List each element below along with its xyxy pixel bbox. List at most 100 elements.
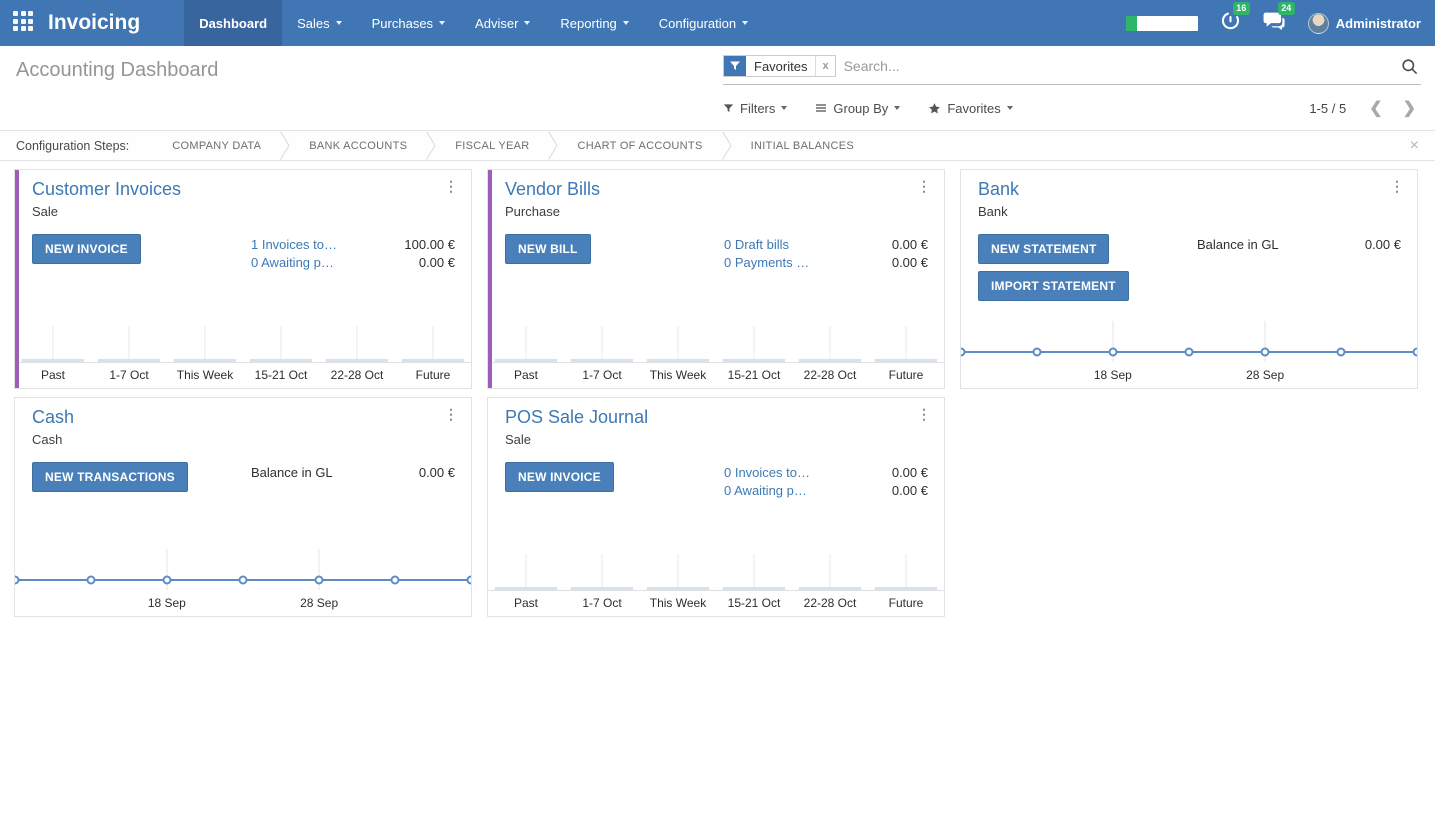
card-customer-invoices: ⋮ Customer Invoices Sale NEW INVOICE 1 I… (14, 169, 472, 389)
step-fiscal-year[interactable]: FISCAL YEAR (455, 139, 530, 152)
axis-label: 28 Sep (1246, 368, 1285, 382)
avatar[interactable] (1307, 12, 1329, 34)
card-title[interactable]: Bank (978, 179, 1020, 199)
caret-down-icon (742, 21, 749, 25)
group-by-button[interactable]: Group By (815, 101, 901, 116)
card-subtitle: Sale (505, 432, 532, 447)
axis-label: 22-28 Oct (803, 368, 857, 382)
x-axis-labels: Past 1-7 Oct This Week 15-21 Oct 22-28 Oct Fu… (488, 366, 944, 388)
main-menu: Dashboard Sales Purchases Adviser Report… (184, 0, 763, 46)
import-statement-button[interactable]: IMPORT STATEMENT (978, 271, 1129, 301)
activity-badge: 16 (1232, 2, 1250, 15)
axis-label: Future (888, 368, 924, 382)
card-subtitle: Purchase (505, 204, 560, 219)
amount: 0.00 € (418, 255, 455, 270)
axis-label: Future (888, 596, 924, 610)
menu-item-dashboard[interactable]: Dashboard (184, 0, 283, 46)
menu-item-adviser[interactable]: Adviser (460, 0, 545, 46)
kebab-menu-icon[interactable]: ⋮ (917, 178, 931, 194)
awaiting-payments-link[interactable]: 0 Awaiting p… (724, 483, 807, 498)
favorites-button[interactable]: Favorites (928, 101, 1013, 116)
caret-down-icon (622, 21, 629, 25)
axis-label: This Week (649, 596, 707, 610)
step-separator (280, 131, 290, 160)
card-title[interactable]: POS Sale Journal (505, 407, 649, 427)
amount: 0.00 € (891, 483, 928, 498)
funnel-icon (723, 103, 734, 112)
invoices-to-validate-link[interactable]: 1 Invoices to… (251, 237, 337, 252)
card-pos-sale-journal: ⋮ POS Sale Journal Sale NEW INVOICE 0 In… (487, 397, 945, 617)
filters-button[interactable]: Filters (723, 101, 788, 116)
step-company-data[interactable]: COMPANY DATA (172, 139, 262, 152)
kebab-menu-icon[interactable]: ⋮ (444, 178, 458, 194)
new-invoice-button[interactable]: NEW INVOICE (32, 234, 141, 264)
card-subtitle: Bank (978, 204, 1008, 219)
awaiting-payments-link[interactable]: 0 Awaiting p… (251, 255, 334, 270)
card-cash: ⋮ Cash Cash NEW TRANSACTIONS Balance in … (14, 397, 472, 617)
card-title[interactable]: Vendor Bills (505, 179, 601, 199)
bar-chart-plot (488, 326, 944, 363)
new-transactions-button[interactable]: NEW TRANSACTIONS (32, 462, 188, 492)
kebab-menu-icon[interactable]: ⋮ (917, 406, 931, 422)
step-separator (721, 131, 732, 160)
step-initial-balances[interactable]: INITIAL BALANCES (750, 139, 855, 152)
search-input[interactable] (835, 58, 1398, 74)
menu-item-purchases[interactable]: Purchases (357, 0, 460, 46)
x-axis-labels: Past 1-7 Oct This Week 15-21 Oct 22-28 Oct Fu… (15, 366, 471, 388)
close-icon[interactable]: × (1409, 136, 1419, 154)
line-chart-plot (15, 549, 471, 590)
activity-menu[interactable]: 16 (1220, 2, 1250, 36)
caret-down-icon (894, 106, 901, 110)
draft-bills-link[interactable]: 0 Draft bills (724, 237, 790, 252)
card-bank: ⋮ Bank Bank NEW STATEMENT IMPORT STATEME… (960, 169, 1418, 389)
step-chart-of-accounts[interactable]: CHART OF ACCOUNTS (577, 139, 703, 152)
progress-bar[interactable] (1125, 15, 1198, 31)
axis-label: 15-21 Oct (727, 368, 781, 382)
balance-label: Balance in GL (1197, 237, 1279, 252)
facet-label: Favorites (754, 58, 808, 74)
chat-icon (1263, 12, 1285, 31)
pager-next-icon[interactable]: ❯ (1402, 100, 1416, 117)
invoices-to-validate-link[interactable]: 0 Invoices to… (724, 465, 810, 480)
facet-remove-icon[interactable]: x (815, 56, 834, 76)
caret-down-icon (1006, 106, 1013, 110)
amount: 100.00 € (404, 237, 455, 252)
app-title[interactable]: Invoicing (48, 11, 141, 34)
card-title[interactable]: Cash (32, 407, 75, 427)
search-icon[interactable] (1398, 57, 1421, 76)
card-stats: Balance in GL 0.00 € (251, 464, 455, 492)
new-statement-button[interactable]: NEW STATEMENT (978, 234, 1110, 264)
axis-label: 22-28 Oct (330, 368, 384, 382)
amount: 0.00 € (891, 465, 928, 480)
axis-label: 22-28 Oct (803, 596, 857, 610)
pager-previous-icon[interactable]: ❮ (1369, 100, 1383, 117)
payments-link[interactable]: 0 Payments … (724, 255, 810, 270)
configuration-steps: COMPANY DATA BANK ACCOUNTS FISCAL YEAR C… (153, 131, 873, 160)
card-chart: Past 1-7 Oct This Week 15-21 Oct 22-28 Oct Fu… (488, 550, 944, 616)
axis-label: 1-7 Oct (582, 596, 622, 610)
caret-down-icon (335, 21, 342, 25)
new-invoice-button[interactable]: NEW INVOICE (505, 462, 614, 492)
kebab-menu-icon[interactable]: ⋮ (444, 406, 458, 422)
apps-grid-icon[interactable] (13, 11, 37, 35)
kebab-menu-icon[interactable]: ⋮ (1390, 178, 1404, 194)
x-axis-labels: 18 Sep 28 Sep (961, 366, 1417, 388)
axis-label: 18 Sep (147, 596, 186, 610)
step-bank-accounts[interactable]: BANK ACCOUNTS (309, 139, 408, 152)
card-chart: Past 1-7 Oct This Week 15-21 Oct 22-28 Oct Fu… (488, 322, 944, 388)
messages-menu[interactable]: 24 (1263, 2, 1295, 36)
menu-item-sales[interactable]: Sales (282, 0, 357, 46)
menu-item-configuration[interactable]: Configuration (644, 0, 763, 46)
caret-down-icon (524, 21, 531, 25)
amount: 0.00 € (891, 255, 928, 270)
axis-label: This Week (649, 368, 707, 382)
card-title[interactable]: Customer Invoices (32, 179, 182, 199)
menu-item-reporting[interactable]: Reporting (545, 0, 643, 46)
timer-icon (1221, 12, 1239, 30)
axis-label: This Week (176, 368, 234, 382)
balance-label: Balance in GL (251, 465, 333, 480)
new-bill-button[interactable]: NEW BILL (505, 234, 591, 264)
search-options-row: Filters Group By Favorites 1-5 / 5 (723, 98, 1421, 118)
user-menu[interactable]: Administrator (1335, 15, 1421, 31)
step-separator (426, 131, 436, 160)
